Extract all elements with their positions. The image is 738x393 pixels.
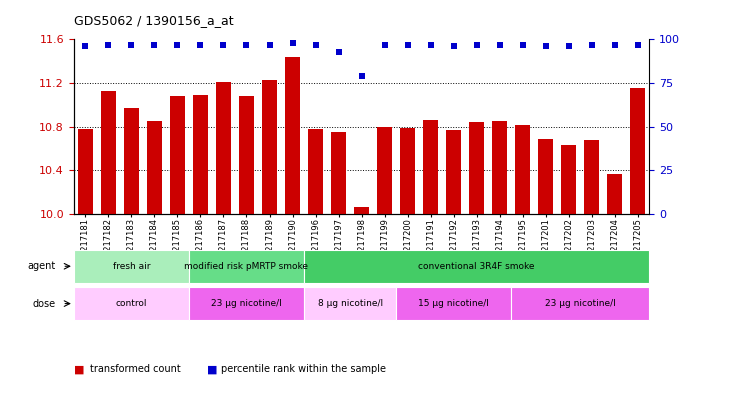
Bar	[304, 287, 396, 320]
Bar	[400, 128, 415, 393]
Text: 23 μg nicotine/l: 23 μg nicotine/l	[545, 299, 615, 308]
Bar	[607, 174, 622, 393]
Bar	[170, 96, 185, 393]
Point	[103, 41, 114, 48]
Point	[609, 41, 621, 48]
Point	[425, 41, 437, 48]
Bar	[446, 130, 461, 393]
Text: agent: agent	[27, 261, 55, 271]
Point	[494, 41, 506, 48]
Bar	[331, 132, 346, 393]
Point	[517, 41, 528, 48]
Bar	[630, 88, 646, 393]
Point	[310, 41, 322, 48]
Text: dose: dose	[32, 299, 55, 309]
Bar	[423, 120, 438, 393]
Point	[448, 43, 460, 50]
Bar	[511, 287, 649, 320]
Bar	[147, 121, 162, 393]
Point	[563, 43, 575, 50]
Point	[148, 41, 160, 48]
Point	[540, 43, 552, 50]
Text: percentile rank within the sample: percentile rank within the sample	[221, 364, 387, 375]
Text: 15 μg nicotine/l: 15 μg nicotine/l	[418, 299, 489, 308]
Text: control: control	[116, 299, 147, 308]
Point	[379, 41, 390, 48]
Bar	[239, 96, 254, 393]
Point	[632, 41, 644, 48]
Bar	[562, 145, 576, 393]
Point	[125, 41, 137, 48]
Bar	[354, 207, 369, 393]
Point	[286, 40, 298, 46]
Bar	[189, 287, 304, 320]
Bar	[77, 129, 93, 393]
Bar	[285, 57, 300, 393]
Bar	[304, 250, 649, 283]
Point	[241, 41, 252, 48]
Bar	[515, 125, 531, 393]
Point	[401, 41, 413, 48]
Point	[195, 41, 207, 48]
Bar	[189, 250, 304, 283]
Bar	[101, 91, 116, 393]
Text: 23 μg nicotine/l: 23 μg nicotine/l	[211, 299, 282, 308]
Point	[218, 41, 230, 48]
Text: ■: ■	[207, 364, 217, 375]
Bar	[124, 108, 139, 393]
Text: conventional 3R4F smoke: conventional 3R4F smoke	[418, 262, 535, 271]
Bar	[538, 139, 554, 393]
Point	[333, 48, 345, 55]
Bar	[308, 129, 323, 393]
Bar	[193, 95, 208, 393]
Text: modified risk pMRTP smoke: modified risk pMRTP smoke	[184, 262, 308, 271]
Point	[80, 43, 92, 50]
Bar	[396, 287, 511, 320]
Text: 8 μg nicotine/l: 8 μg nicotine/l	[317, 299, 383, 308]
Point	[471, 41, 483, 48]
Point	[356, 73, 368, 79]
Bar	[216, 82, 231, 393]
Bar	[469, 122, 484, 393]
Bar	[74, 287, 189, 320]
Point	[586, 41, 598, 48]
Point	[171, 41, 183, 48]
Bar	[262, 80, 277, 393]
Point	[263, 41, 275, 48]
Text: GDS5062 / 1390156_a_at: GDS5062 / 1390156_a_at	[74, 15, 233, 28]
Text: fresh air: fresh air	[113, 262, 150, 271]
Text: ■: ■	[74, 364, 84, 375]
Bar	[74, 250, 189, 283]
Bar	[492, 121, 507, 393]
Text: transformed count: transformed count	[90, 364, 181, 375]
Bar	[584, 140, 599, 393]
Bar	[377, 127, 392, 393]
